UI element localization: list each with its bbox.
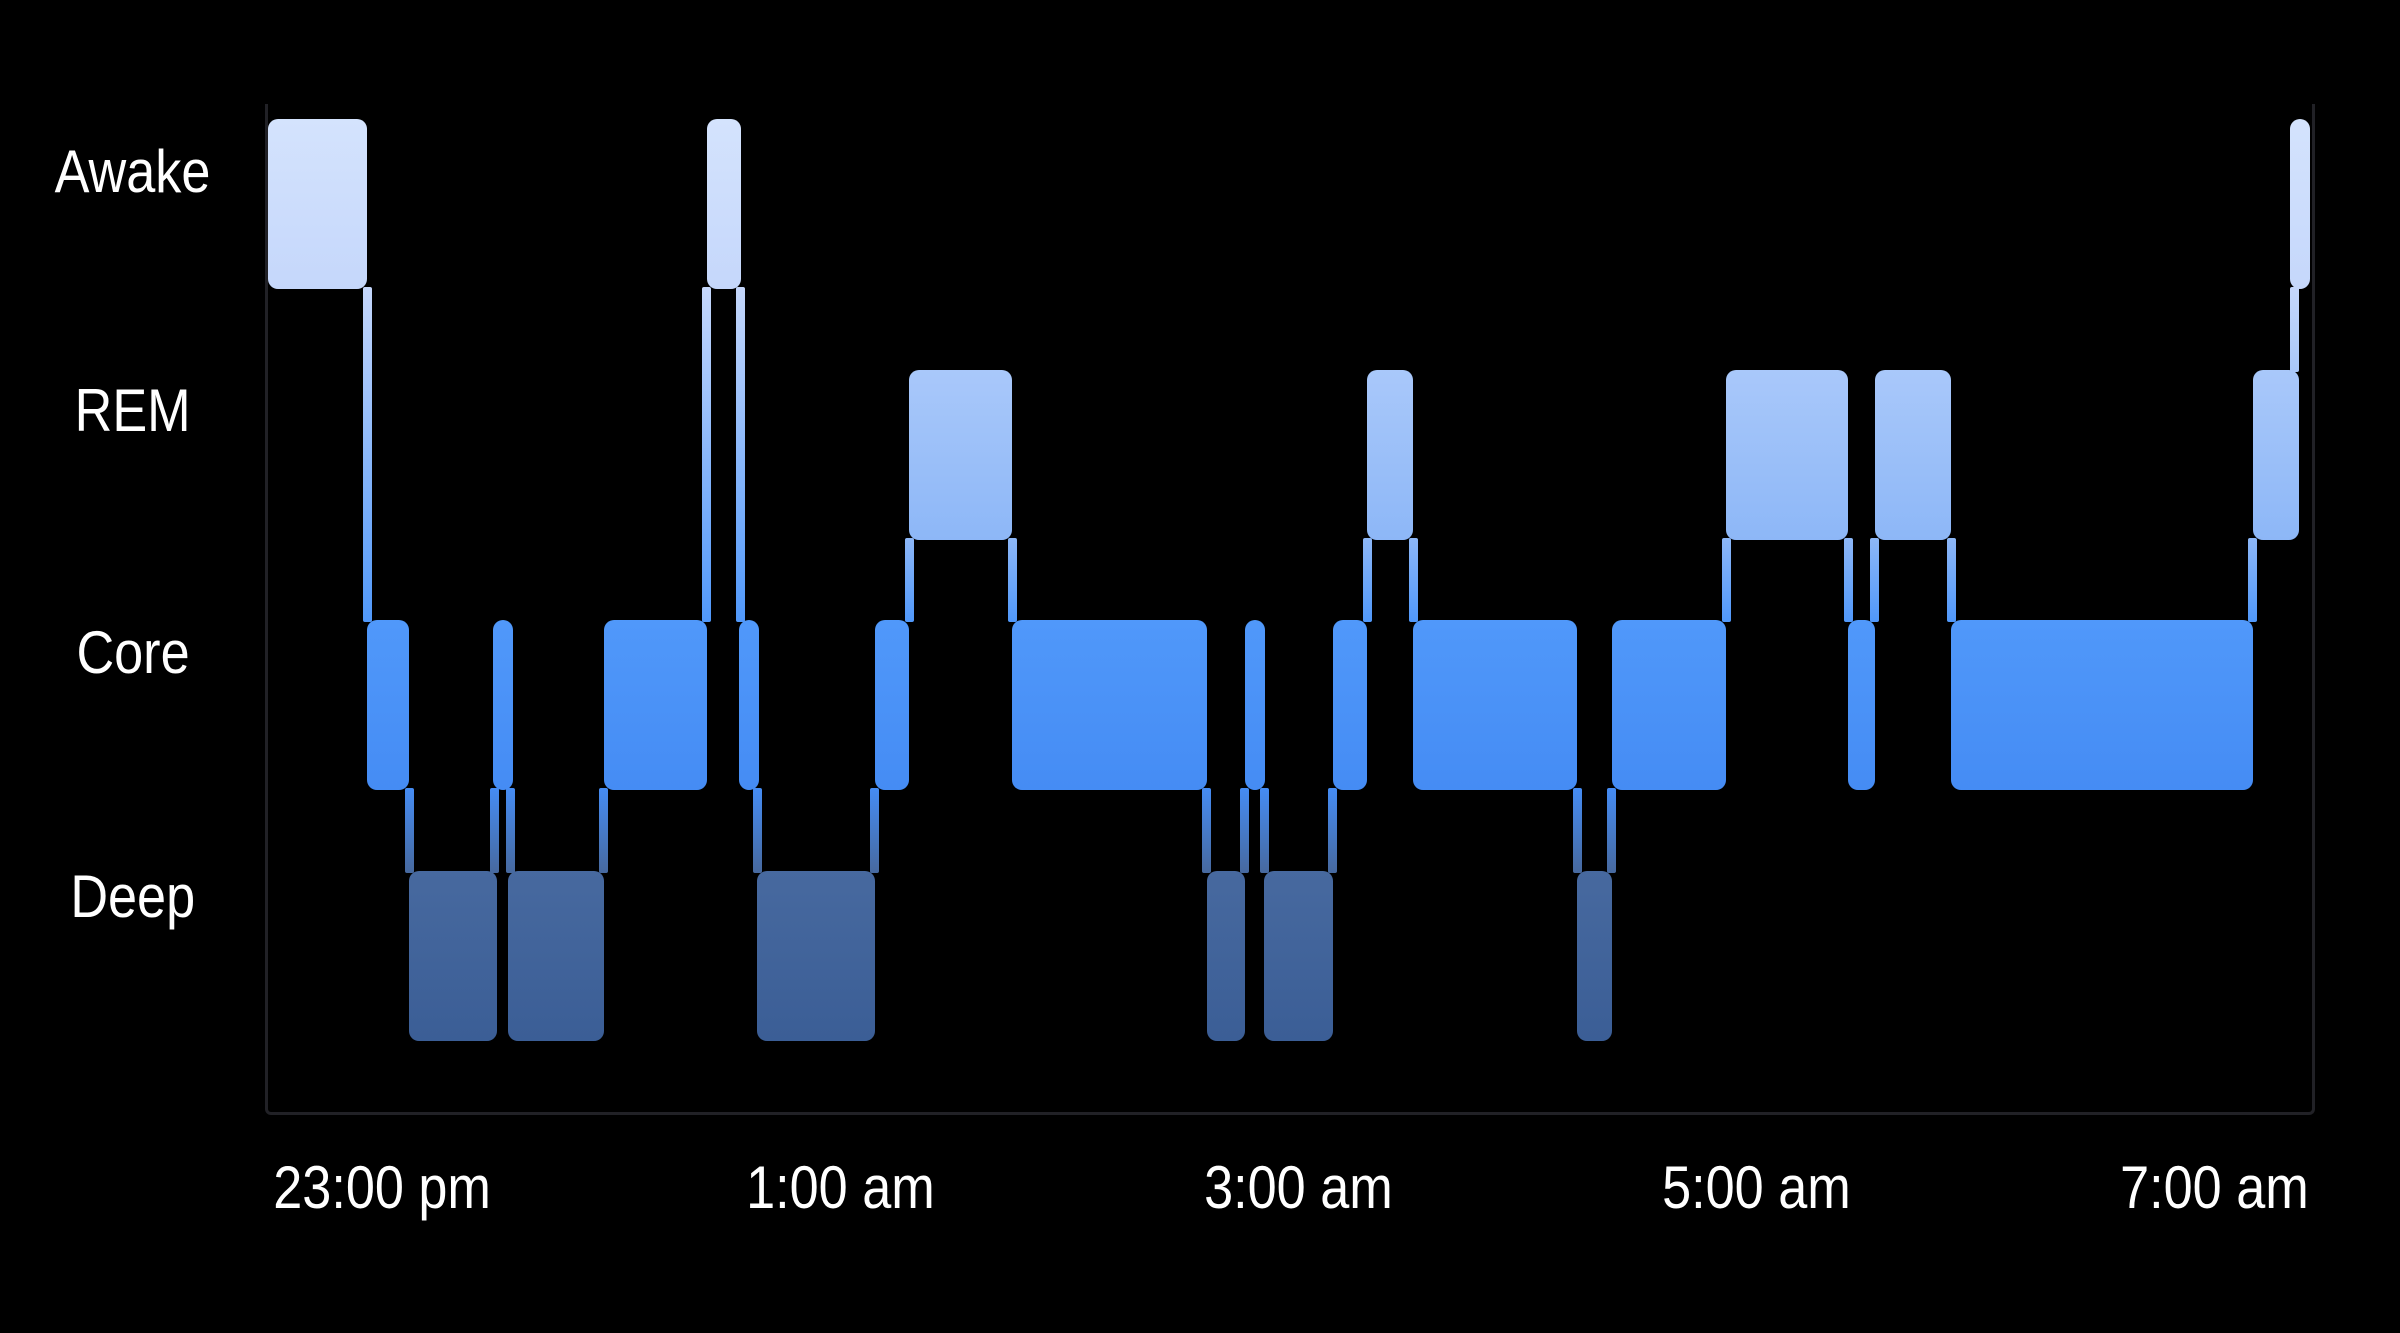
stage-connector xyxy=(1202,788,1212,873)
sleep-segment-rem[interactable] xyxy=(1726,370,1849,540)
stage-connector xyxy=(1721,538,1731,622)
stage-connector xyxy=(735,287,745,622)
sleep-segment-rem[interactable] xyxy=(2252,370,2299,540)
stage-connector xyxy=(1572,788,1582,873)
y-axis-label-core: Core xyxy=(76,619,190,686)
plot-border xyxy=(265,104,2315,1115)
stage-connector xyxy=(404,788,414,873)
x-axis-tick-label: 7:00 am xyxy=(2120,1154,2309,1221)
sleep-segment-core[interactable] xyxy=(1413,620,1578,790)
x-axis-tick-label: 1:00 am xyxy=(746,1154,935,1221)
stage-connector xyxy=(1946,538,1956,622)
stage-connector xyxy=(490,788,500,873)
stage-connector xyxy=(1362,538,1372,622)
sleep-segment-awake[interactable] xyxy=(706,119,742,289)
sleep-segment-rem[interactable] xyxy=(1874,370,1952,540)
sleep-segment-core[interactable] xyxy=(367,620,410,790)
stage-connector xyxy=(599,788,609,873)
sleep-segment-core[interactable] xyxy=(1244,620,1265,790)
sleep-segment-deep[interactable] xyxy=(508,871,604,1041)
sleep-segment-core[interactable] xyxy=(1611,620,1727,790)
sleep-segment-core[interactable] xyxy=(492,620,513,790)
stage-connector xyxy=(870,788,880,873)
sleep-segment-awake[interactable] xyxy=(268,119,368,289)
sleep-segment-rem[interactable] xyxy=(909,370,1013,540)
sleep-segment-deep[interactable] xyxy=(409,871,497,1041)
sleep-segment-core[interactable] xyxy=(874,620,910,790)
y-axis-label-deep: Deep xyxy=(70,863,196,930)
stage-connector xyxy=(753,788,763,873)
sleep-segment-awake[interactable] xyxy=(2290,119,2310,289)
stage-connector xyxy=(2248,538,2258,622)
sleep-segment-core[interactable] xyxy=(1332,620,1368,790)
sleep-segment-deep[interactable] xyxy=(1264,871,1333,1041)
stage-connector xyxy=(1870,538,1880,622)
stage-connector xyxy=(1843,538,1853,622)
sleep-segment-core[interactable] xyxy=(1012,620,1207,790)
sleep-segment-deep[interactable] xyxy=(1577,871,1612,1041)
stage-connector xyxy=(1408,538,1418,622)
x-axis-tick-label: 5:00 am xyxy=(1662,1154,1851,1221)
x-axis-tick-label: 3:00 am xyxy=(1204,1154,1393,1221)
sleep-segment-deep[interactable] xyxy=(1206,871,1246,1041)
sleep-segment-core[interactable] xyxy=(1848,620,1875,790)
stage-connector xyxy=(702,287,712,622)
y-axis-label-awake: Awake xyxy=(55,138,211,205)
x-axis-tick-label: 23:00 pm xyxy=(273,1154,492,1221)
stage-connector xyxy=(1240,788,1250,873)
stage-connector xyxy=(362,287,372,622)
stage-connector xyxy=(904,538,914,622)
sleep-segment-core[interactable] xyxy=(1951,620,2253,790)
stage-connector xyxy=(1328,788,1338,873)
stage-connector xyxy=(2289,287,2299,372)
stage-connector xyxy=(1259,788,1269,873)
sleep-segment-deep[interactable] xyxy=(756,871,875,1041)
stage-connector xyxy=(1607,788,1617,873)
sleep-segment-core[interactable] xyxy=(738,620,759,790)
sleep-segment-rem[interactable] xyxy=(1367,370,1414,540)
sleep-segment-core[interactable] xyxy=(603,620,707,790)
y-axis-label-rem: REM xyxy=(74,377,192,444)
stage-connector xyxy=(1007,538,1017,622)
stage-connector xyxy=(506,788,516,873)
